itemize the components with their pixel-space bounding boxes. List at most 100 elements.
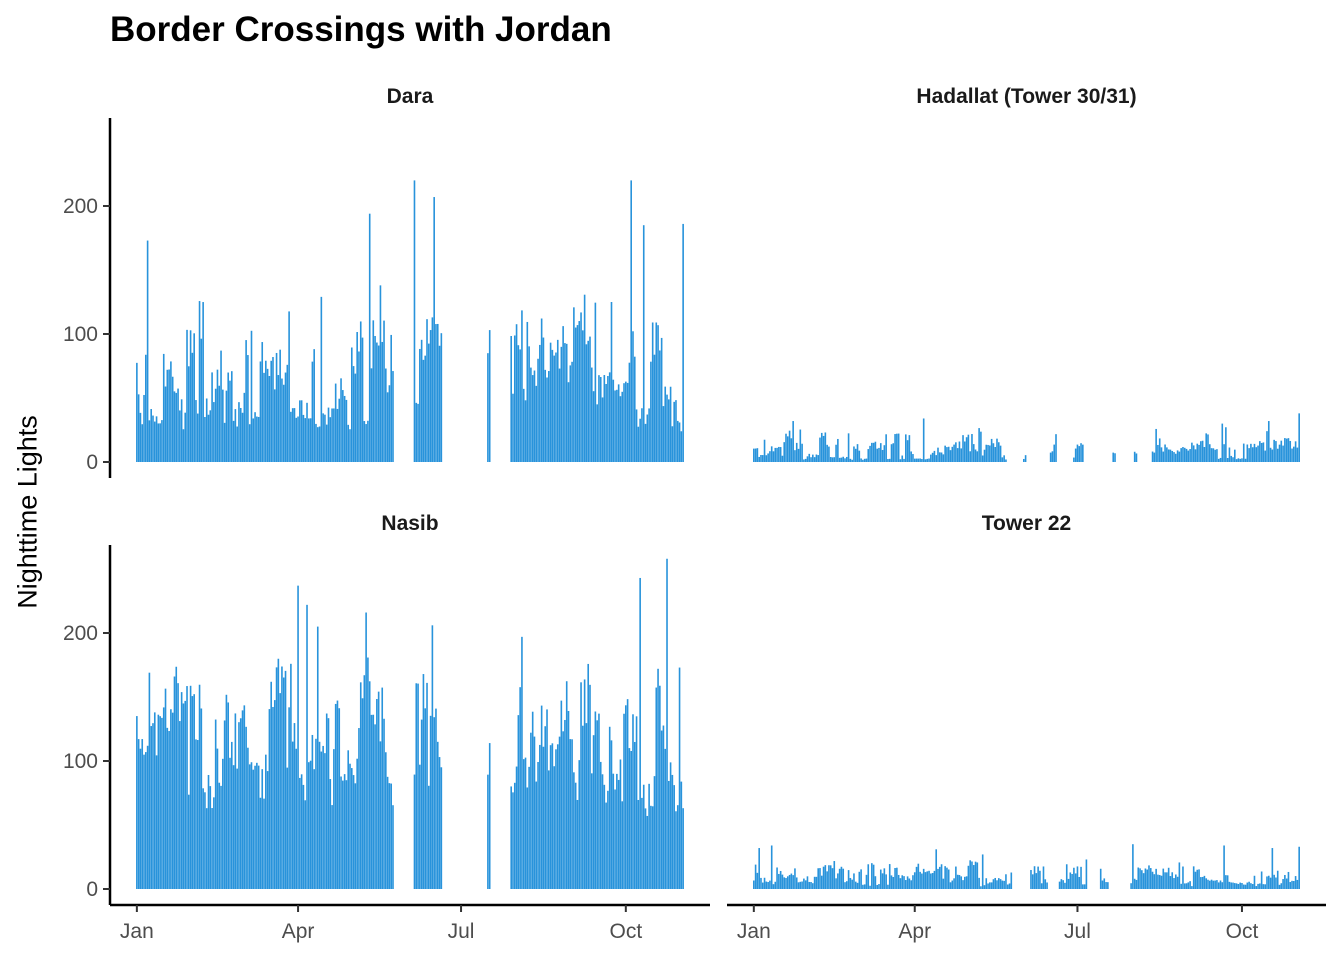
bar xyxy=(1185,883,1188,889)
bar xyxy=(365,424,367,462)
bar xyxy=(153,421,156,462)
bar xyxy=(429,715,432,889)
bar xyxy=(433,717,435,889)
bar xyxy=(779,870,782,889)
bar xyxy=(758,456,760,462)
bar xyxy=(248,424,251,462)
x-tick-label: Jul xyxy=(1064,920,1091,943)
bar xyxy=(139,412,142,462)
bar xyxy=(315,423,317,462)
bar xyxy=(368,681,371,889)
bar xyxy=(388,385,391,462)
bar xyxy=(956,448,959,462)
bar xyxy=(1176,450,1179,462)
bar xyxy=(1271,848,1274,889)
bar xyxy=(912,454,914,462)
bar xyxy=(815,454,818,462)
bar xyxy=(368,213,371,462)
bar xyxy=(320,751,323,889)
bar xyxy=(189,685,192,889)
bar xyxy=(580,682,582,889)
bar xyxy=(1169,876,1172,889)
bar xyxy=(143,394,145,462)
bar xyxy=(295,748,298,889)
y-tick-label: 200 xyxy=(63,195,98,218)
bar xyxy=(888,458,891,462)
bar xyxy=(556,339,559,462)
bar xyxy=(1074,873,1077,889)
bar xyxy=(783,877,786,889)
bar xyxy=(1285,878,1288,889)
bar xyxy=(822,435,825,462)
bar xyxy=(385,752,387,889)
bar xyxy=(535,385,538,462)
bar xyxy=(1232,882,1234,889)
bar xyxy=(229,380,231,462)
bar xyxy=(990,438,993,462)
bar xyxy=(549,745,552,889)
bar xyxy=(193,694,195,889)
bar xyxy=(1260,871,1263,889)
bar xyxy=(413,774,416,889)
bar xyxy=(207,774,210,889)
bar xyxy=(562,731,564,889)
bar xyxy=(969,451,971,462)
bar xyxy=(883,445,886,462)
bar xyxy=(438,345,441,462)
bar xyxy=(1207,879,1209,889)
bar xyxy=(155,416,158,462)
bar xyxy=(370,714,373,889)
bar xyxy=(1178,862,1181,889)
bar xyxy=(1114,453,1116,462)
bar xyxy=(799,429,802,462)
bar xyxy=(350,768,353,889)
bar xyxy=(1259,441,1261,462)
bar xyxy=(161,717,163,889)
bar xyxy=(327,407,330,462)
bar xyxy=(573,772,575,889)
bar xyxy=(517,345,520,462)
bar xyxy=(1255,447,1258,462)
bar xyxy=(592,735,595,889)
bar xyxy=(182,429,185,462)
bar xyxy=(272,357,274,462)
bar xyxy=(173,676,176,889)
bar xyxy=(1205,878,1208,889)
bar xyxy=(166,369,169,462)
bar xyxy=(885,874,887,889)
bar xyxy=(908,878,911,889)
bar xyxy=(1232,457,1234,462)
bar xyxy=(286,364,289,462)
bar xyxy=(551,743,554,889)
bar xyxy=(565,343,568,462)
bar xyxy=(1262,884,1265,889)
bar xyxy=(676,420,679,462)
facet-panel: Tower 22 Jan Apr Jul Oct xyxy=(727,512,1326,943)
bar xyxy=(813,876,816,889)
bar xyxy=(202,788,204,889)
bar xyxy=(644,808,647,889)
bar xyxy=(792,875,794,889)
bar xyxy=(198,684,201,889)
bar xyxy=(812,883,814,889)
bar xyxy=(184,700,187,889)
bar xyxy=(354,373,357,462)
bar xyxy=(272,706,274,889)
bar xyxy=(571,361,573,462)
bar xyxy=(1251,447,1254,462)
bar xyxy=(189,330,192,462)
bar xyxy=(413,180,416,462)
bar xyxy=(150,726,152,889)
bar xyxy=(1242,884,1245,889)
bar xyxy=(379,741,382,889)
bar xyxy=(628,748,631,889)
bar xyxy=(415,402,418,462)
bar xyxy=(1221,423,1224,462)
bar xyxy=(1189,881,1191,889)
bar xyxy=(1030,869,1032,889)
bar xyxy=(1062,880,1064,889)
bar xyxy=(947,869,950,889)
bar xyxy=(603,784,606,889)
bar xyxy=(521,310,523,462)
